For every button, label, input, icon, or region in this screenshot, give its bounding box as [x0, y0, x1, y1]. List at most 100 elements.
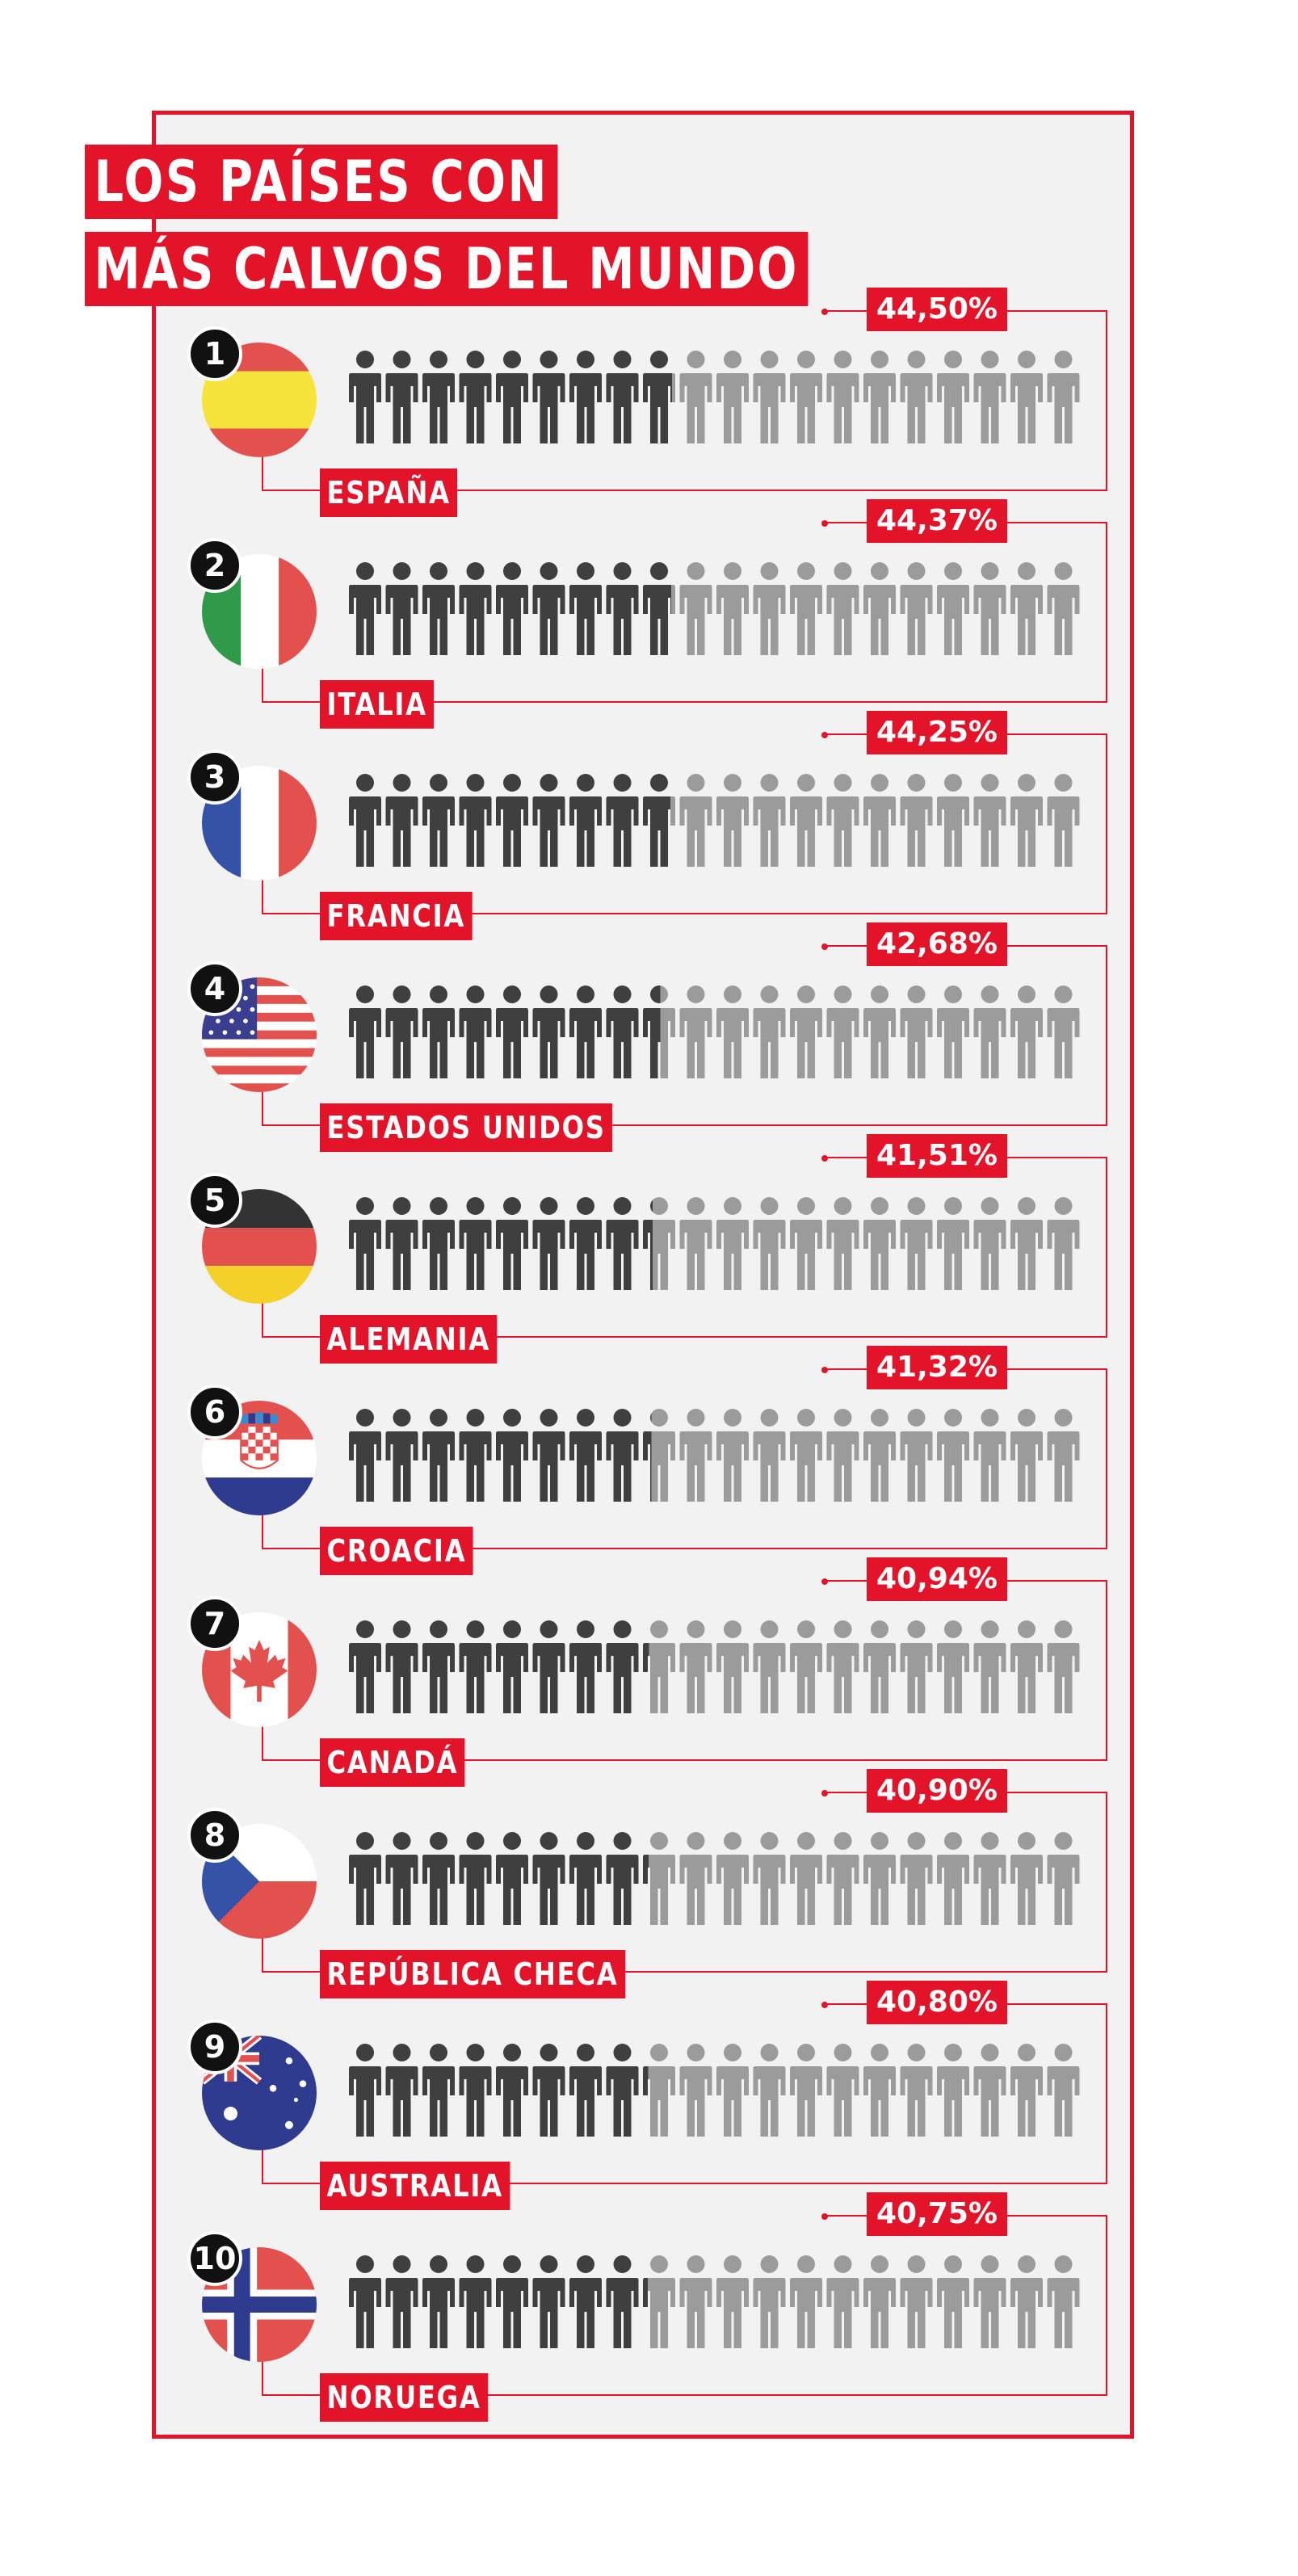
person-icon — [900, 985, 933, 1078]
person-icon — [679, 985, 712, 1078]
leader-dot — [821, 309, 828, 315]
person-icon — [1047, 562, 1080, 655]
person-icon — [863, 1197, 896, 1290]
person-icon — [532, 985, 565, 1078]
person-icon — [349, 774, 381, 867]
leader-dot — [821, 1155, 828, 1162]
person-icon — [937, 562, 969, 655]
person-icon — [679, 1409, 712, 1502]
country-name: ITALIA — [320, 680, 435, 729]
person-icon — [1010, 1620, 1043, 1713]
person-icon — [937, 1409, 969, 1502]
person-icon — [863, 774, 896, 867]
person-icon — [937, 774, 969, 867]
leader-dot — [821, 2002, 828, 2008]
people-icons — [349, 1620, 1080, 1713]
person-icon — [826, 1832, 859, 1925]
leader-line — [262, 2394, 1107, 2397]
person-icon — [863, 1620, 896, 1713]
person-icon — [900, 351, 933, 443]
person-icon — [900, 2255, 933, 2348]
person-icon — [1047, 985, 1080, 1078]
person-icon — [422, 1197, 455, 1290]
leader-line — [1105, 1580, 1107, 1761]
person-icon — [643, 562, 675, 655]
person-icon — [1047, 1197, 1080, 1290]
leader-line — [1105, 522, 1107, 703]
person-icon — [790, 1620, 822, 1713]
person-icon — [790, 1832, 822, 1925]
person-icon — [973, 562, 1006, 655]
person-icon — [900, 2044, 933, 2137]
person-icon — [349, 1832, 381, 1925]
person-icon — [753, 774, 786, 867]
person-icon — [532, 2044, 565, 2137]
percentage-label: 44,37% — [867, 499, 1007, 543]
person-icon — [973, 1832, 1006, 1925]
person-icon — [973, 2255, 1006, 2348]
people-icons — [349, 1409, 1080, 1502]
percentage-label: 40,94% — [867, 1557, 1007, 1601]
percentage-label: 44,50% — [867, 288, 1007, 331]
rank-badge: 3 — [187, 750, 242, 805]
person-icon — [532, 1409, 565, 1502]
person-icon — [1047, 1832, 1080, 1925]
person-icon — [863, 562, 896, 655]
country-row-3: 3 44,25% FRANCIA — [0, 711, 1298, 940]
person-icon — [790, 1197, 822, 1290]
country-row-6: 6 41,32% CROACIA — [0, 1346, 1298, 1575]
person-icon — [679, 1832, 712, 1925]
person-icon — [569, 1197, 602, 1290]
people-icon-strip — [349, 562, 1080, 655]
person-icon — [716, 985, 749, 1078]
leader-line — [262, 490, 1107, 492]
person-icon — [459, 351, 492, 443]
person-icon — [790, 351, 822, 443]
person-icon — [606, 351, 639, 443]
person-icon — [459, 985, 492, 1078]
person-icon — [753, 2255, 786, 2348]
leader-line — [1105, 945, 1107, 1126]
percentage-label: 44,25% — [867, 711, 1007, 754]
person-icon — [643, 1620, 675, 1713]
person-icon — [1010, 1832, 1043, 1925]
person-icon — [606, 2255, 639, 2348]
people-icons — [349, 2044, 1080, 2137]
country-name: ESPAÑA — [320, 469, 458, 517]
person-icon — [1047, 774, 1080, 867]
person-icon — [937, 1832, 969, 1925]
person-icon — [1010, 985, 1043, 1078]
person-icon — [900, 1832, 933, 1925]
person-icon — [385, 774, 418, 867]
person-icon — [826, 2255, 859, 2348]
person-icon — [973, 1409, 1006, 1502]
person-icon — [459, 2044, 492, 2137]
people-icon-strip — [349, 2255, 1080, 2348]
leader-line — [262, 1124, 1107, 1127]
person-icon — [716, 1832, 749, 1925]
person-icon — [679, 1620, 712, 1713]
person-icon — [349, 1620, 381, 1713]
leader-line — [262, 1759, 1107, 1762]
person-icon — [863, 351, 896, 443]
person-icon — [1047, 2255, 1080, 2348]
person-icon — [349, 1197, 381, 1290]
person-icon — [385, 1832, 418, 1925]
leader-line — [1105, 1157, 1107, 1338]
person-icon — [459, 562, 492, 655]
person-icon — [459, 2255, 492, 2348]
person-icon — [496, 562, 528, 655]
person-icon — [753, 2044, 786, 2137]
country-name: NORUEGA — [320, 2373, 489, 2422]
person-icon — [606, 774, 639, 867]
person-icon — [973, 1197, 1006, 1290]
person-icon — [569, 1620, 602, 1713]
person-icon — [569, 351, 602, 443]
person-icon — [569, 1409, 602, 1502]
person-icon — [679, 1197, 712, 1290]
person-icon — [716, 562, 749, 655]
person-icon — [643, 2044, 675, 2137]
person-icon — [753, 1197, 786, 1290]
person-icon — [863, 1409, 896, 1502]
person-icon — [496, 774, 528, 867]
